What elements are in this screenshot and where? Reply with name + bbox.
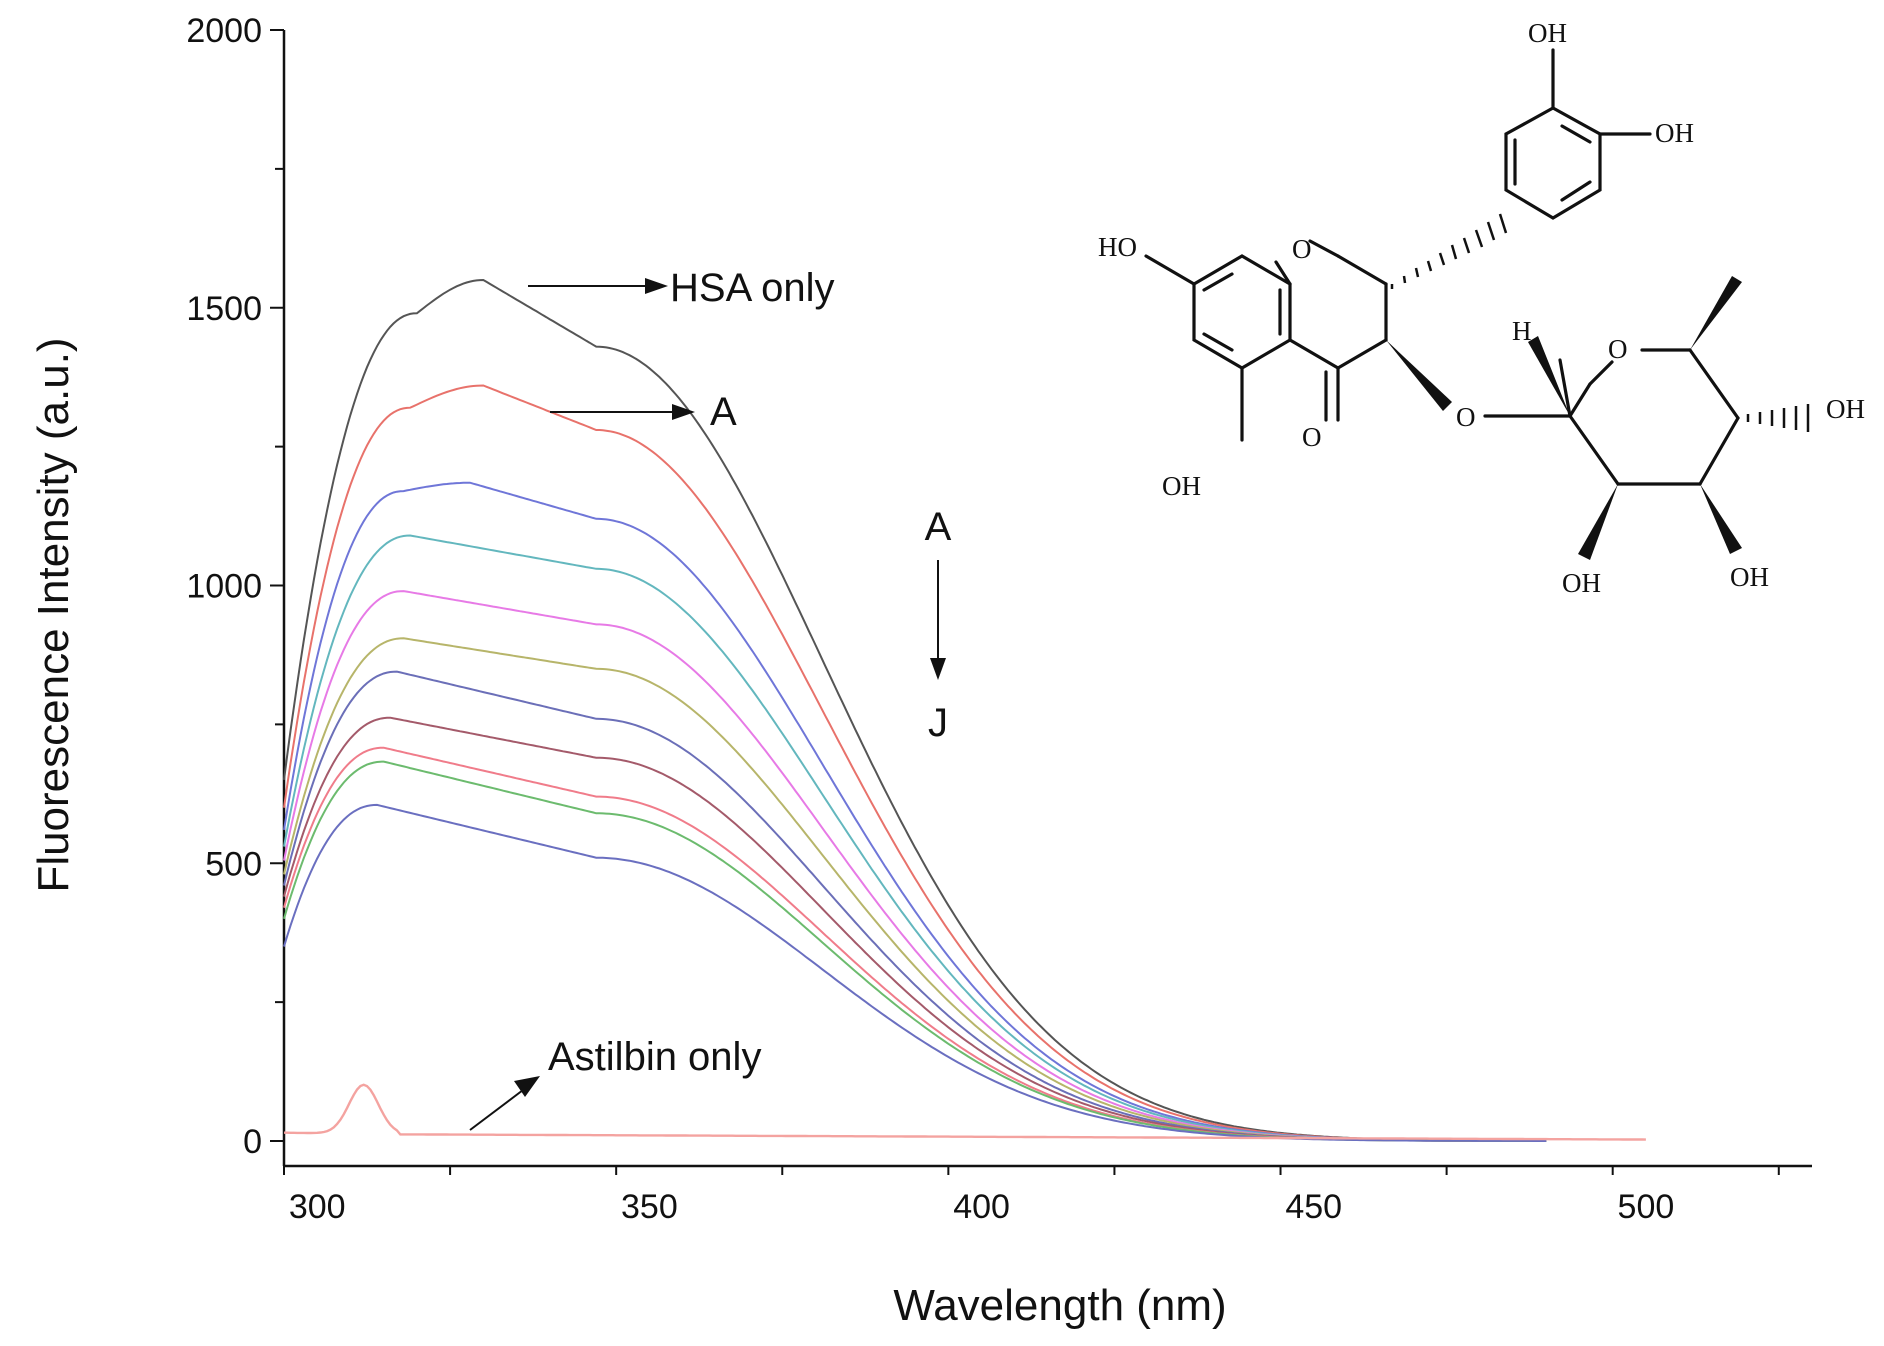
astilbin-arrowhead [514, 1076, 540, 1097]
a-arrowhead [672, 404, 695, 420]
y-tick-label: 0 [243, 1123, 262, 1161]
x-tick-label: 400 [953, 1188, 1010, 1226]
axes [282, 30, 1812, 1168]
o-sugar-label: O [1608, 334, 1628, 364]
astilbin-structure: OH OH O O [1098, 18, 1865, 598]
y-axis-title: Fluorescence Intensity (a.u.) [29, 337, 78, 892]
wedge-bond-c3 [1386, 340, 1452, 411]
oh-right-label: OH [1655, 118, 1694, 148]
oh-bottom-label: OH [1162, 471, 1201, 501]
series-line-astilbin [284, 1083, 1646, 1141]
wedge-oh-bl [1578, 484, 1618, 560]
series-line-b [283, 481, 1547, 1142]
hashed-bond-c2 [1390, 213, 1508, 289]
range-top-label: A [925, 505, 952, 549]
wedge-methyl [1690, 276, 1742, 350]
a-ring [1144, 254, 1292, 442]
series-layer [283, 278, 1646, 1142]
sugar-ring [1558, 348, 1740, 486]
y-tick-label: 1500 [186, 290, 262, 328]
x-tick-label: 450 [1285, 1188, 1342, 1226]
h-sugar-label: H [1512, 316, 1532, 346]
wedge-oh-br [1700, 484, 1742, 554]
annotations: HSA only A A J Astilbin only [469, 266, 952, 1131]
x-axis-title: Wavelength (nm) [893, 1281, 1226, 1330]
series-line-a [283, 384, 1547, 1142]
x-tick-label: 350 [621, 1188, 678, 1226]
series-line-d [283, 590, 1547, 1142]
y-tick-label: 1000 [186, 568, 262, 606]
o-link-label: O [1456, 402, 1476, 432]
oh-sugar-br-label: OH [1730, 562, 1769, 592]
astilbin-label: Astilbin only [548, 1035, 761, 1079]
hsa-arrowhead [645, 278, 668, 294]
series-line-h [283, 746, 1547, 1142]
o-keto-label: O [1302, 422, 1322, 452]
hsa-label: HSA only [670, 266, 835, 310]
a-label: A [710, 390, 737, 434]
range-arrowhead [930, 658, 946, 680]
ticks: 300 350 400 450 500 0 500 1000 1500 2000 [186, 12, 1780, 1226]
series-line-c [283, 534, 1547, 1142]
x-tick-label: 500 [1618, 1188, 1675, 1226]
wedge-h [1528, 336, 1570, 416]
series-line-hsa-only [283, 278, 1547, 1142]
c-ring [1288, 239, 1388, 422]
range-bottom-label: J [928, 701, 948, 745]
oh-sugar-bl-label: OH [1562, 568, 1601, 598]
astilbin-arrow [469, 1089, 524, 1131]
y-tick-label: 2000 [186, 12, 262, 50]
oh-top-label: OH [1528, 18, 1567, 48]
y-tick-label: 500 [205, 845, 262, 883]
x-tick-label: 300 [289, 1188, 346, 1226]
series-line-j [283, 803, 1547, 1142]
series-line-e [283, 637, 1547, 1142]
ho-left-label: HO [1098, 232, 1137, 262]
o-ring-label: O [1292, 234, 1312, 264]
catechol-ring [1504, 48, 1652, 220]
series-line-f [283, 670, 1547, 1142]
hashed-bond-oh-right [1746, 404, 1810, 432]
oh-sugar-right-label: OH [1826, 394, 1865, 424]
